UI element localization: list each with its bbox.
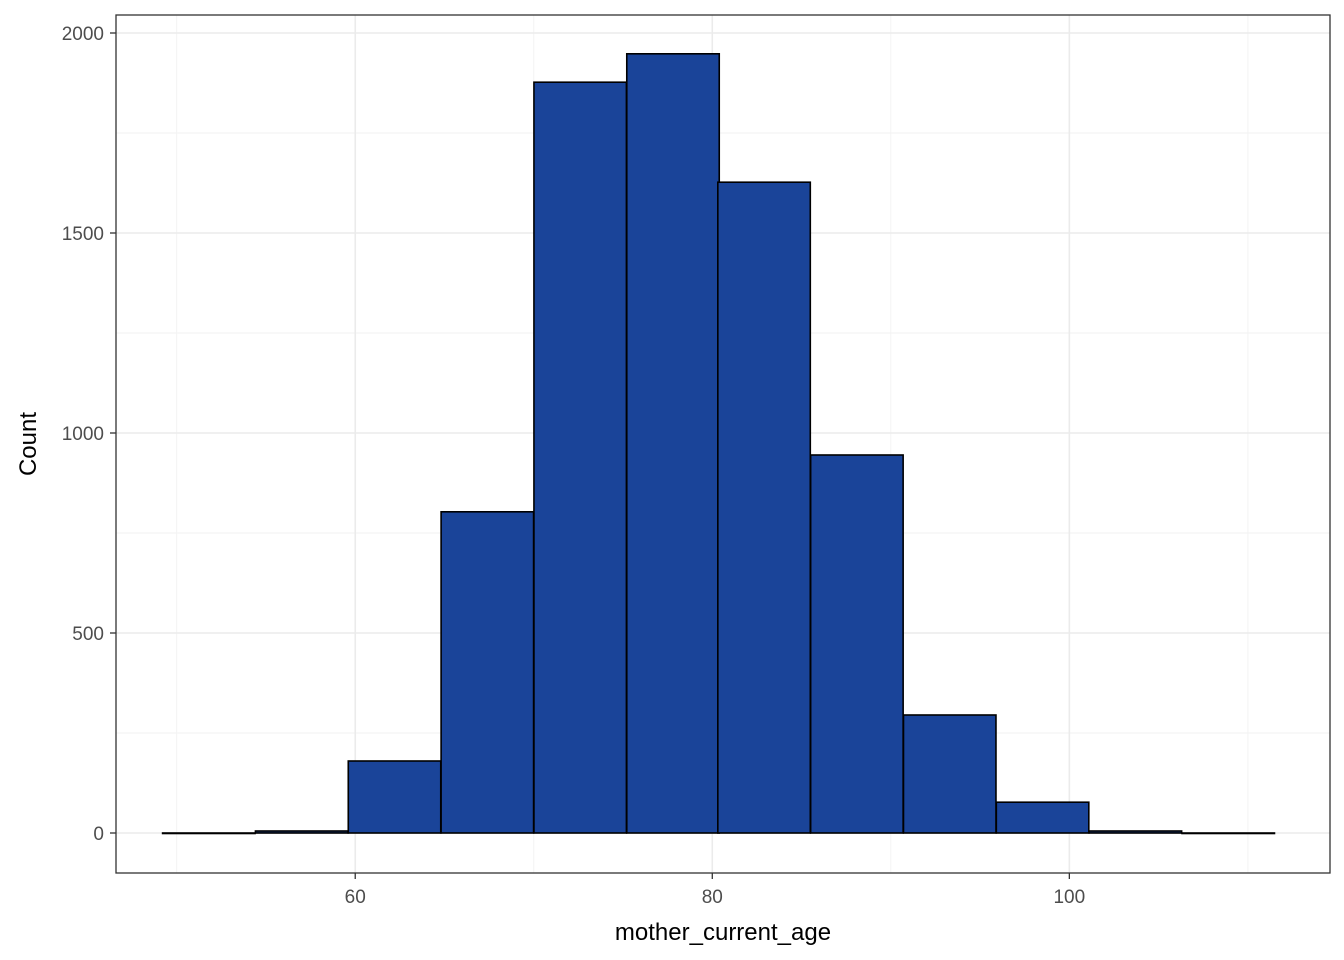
histogram-bar bbox=[1088, 830, 1183, 834]
y-tick-label: 2000 bbox=[62, 24, 104, 45]
histogram-bar bbox=[717, 181, 812, 834]
y-axis-title: Count bbox=[15, 412, 42, 476]
y-axis: 0 500 1000 1500 2000 bbox=[62, 24, 116, 845]
x-tick-label: 60 bbox=[345, 887, 366, 908]
histogram-bar bbox=[809, 454, 904, 834]
histogram-bar bbox=[440, 510, 535, 834]
plot-panel-border bbox=[115, 14, 1331, 874]
x-axis-title: mother_current_age bbox=[615, 919, 831, 946]
histogram-bar bbox=[347, 760, 442, 834]
histogram-bar bbox=[995, 801, 1090, 834]
histogram-bars bbox=[161, 52, 1276, 835]
x-tick-label: 80 bbox=[702, 887, 723, 908]
x-axis: 60 80 100 bbox=[345, 873, 1085, 908]
histogram-bar bbox=[902, 714, 997, 834]
x-tick-label: 100 bbox=[1053, 887, 1085, 908]
histogram-bar bbox=[254, 830, 349, 834]
histogram-bar bbox=[1181, 832, 1276, 835]
histogram-bar bbox=[161, 832, 256, 835]
histogram-bar bbox=[533, 81, 628, 834]
y-tick-label: 500 bbox=[72, 624, 104, 645]
y-tick-label: 0 bbox=[93, 824, 104, 845]
y-tick-label: 1500 bbox=[62, 224, 104, 245]
histogram-bar bbox=[625, 52, 721, 834]
y-tick-label: 1000 bbox=[62, 424, 104, 445]
